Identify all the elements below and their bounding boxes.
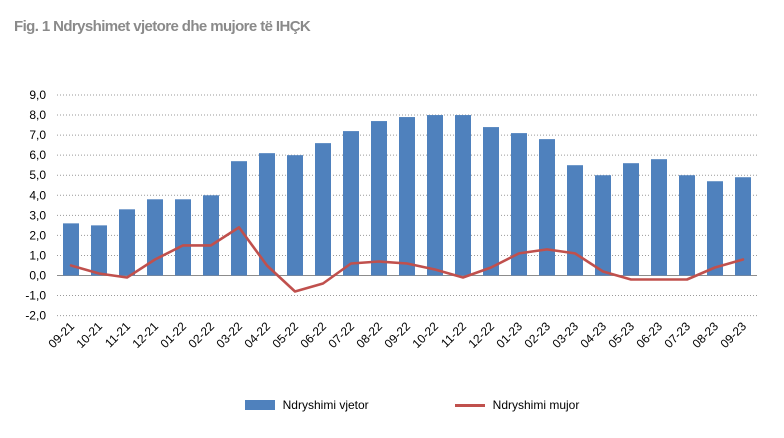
legend: Ndryshimi vjetor Ndryshimi mujor <box>0 398 784 412</box>
y-tick-label: -2,0 <box>25 309 46 323</box>
line-path <box>69 226 745 293</box>
y-tick-label: 5,0 <box>29 168 46 182</box>
y-tick-label: 8,0 <box>29 108 46 122</box>
x-tick-label: 07-22 <box>326 319 358 351</box>
bar <box>63 223 79 276</box>
y-tick-label: 9,0 <box>29 88 46 102</box>
bar <box>119 209 135 276</box>
x-tick-label: 10-21 <box>74 319 106 351</box>
bar <box>483 127 499 276</box>
bar <box>175 199 191 276</box>
y-tick-label: 7,0 <box>29 128 46 142</box>
legend-label-line: Ndryshimi mujor <box>492 398 580 412</box>
x-tick-label: 09-22 <box>382 319 414 351</box>
legend-swatch-bar <box>244 400 275 410</box>
x-tick-label: 03-23 <box>550 319 582 351</box>
bar <box>427 115 443 276</box>
y-tick-label: 6,0 <box>29 148 46 162</box>
bar <box>91 225 107 276</box>
chart-plot: 9,0 8,0 7,0 6,0 5,0 4,0 3,0 2,0 1,0 0,0 -1,0 -2,0 0… <box>25 88 757 351</box>
y-tick-label: 4,0 <box>29 188 46 202</box>
bar <box>651 159 667 276</box>
x-tick-label: 11-21 <box>102 319 133 350</box>
x-tick-label: 05-23 <box>606 319 638 351</box>
line-series <box>69 226 745 293</box>
x-tick-label: 02-22 <box>186 319 218 351</box>
bar <box>679 175 695 276</box>
x-tick-label: 01-23 <box>494 319 526 351</box>
y-tick-label: -1,0 <box>25 289 46 303</box>
x-tick-label: 06-23 <box>634 319 666 351</box>
y-tick-label: 1,0 <box>29 248 46 262</box>
bar <box>399 117 415 276</box>
x-tick-label: 03-22 <box>214 319 246 351</box>
x-tick-label: 04-23 <box>578 319 610 351</box>
bar <box>595 175 611 276</box>
bar <box>315 143 331 276</box>
x-tick-label: 08-22 <box>354 319 386 351</box>
x-tick-label: 11-22 <box>438 319 469 350</box>
x-tick-label: 08-23 <box>690 319 722 351</box>
bar <box>623 163 639 276</box>
x-tick-label: 10-22 <box>410 319 442 351</box>
bar <box>567 165 583 276</box>
x-tick-label: 01-22 <box>158 319 190 351</box>
bar <box>455 115 471 276</box>
x-tick-label: 05-22 <box>270 319 302 351</box>
x-tick-label: 12-22 <box>466 319 498 351</box>
bar <box>735 177 751 276</box>
x-tick-label: 04-22 <box>242 319 274 351</box>
x-tick-label: 02-23 <box>522 319 554 351</box>
legend-item-line: Ndryshimi mujor <box>454 398 580 412</box>
legend-item-bar: Ndryshimi vjetor <box>244 398 369 412</box>
x-tick-label: 12-21 <box>130 319 162 351</box>
x-tick-label: 06-22 <box>298 319 330 351</box>
bar <box>231 161 247 276</box>
legend-label-bar: Ndryshimi vjetor <box>282 398 369 412</box>
bar <box>371 121 387 276</box>
x-axis-ticks: 09-2110-2111-2112-2101-2202-2203-2204-22… <box>46 319 750 351</box>
x-tick-label: 09-23 <box>718 319 750 351</box>
bar <box>511 133 527 276</box>
y-tick-label: 3,0 <box>29 208 46 222</box>
chart-title: Fig. 1 Ndryshimet vjetore dhe mujore të … <box>14 18 311 35</box>
bar-series <box>63 115 751 276</box>
bar <box>259 153 275 276</box>
bar <box>343 131 359 276</box>
legend-swatch-line <box>454 403 485 407</box>
bar <box>707 181 723 276</box>
x-tick-label: 07-23 <box>662 319 694 351</box>
y-tick-label: 2,0 <box>29 228 46 242</box>
y-tick-label: 0,0 <box>29 269 46 283</box>
bar <box>287 155 303 276</box>
y-axis-ticks: 9,0 8,0 7,0 6,0 5,0 4,0 3,0 2,0 1,0 0,0 -1,0 -2,0 <box>25 88 46 323</box>
bar <box>539 139 555 276</box>
x-tick-label: 09-21 <box>46 319 78 351</box>
bar <box>203 195 219 276</box>
